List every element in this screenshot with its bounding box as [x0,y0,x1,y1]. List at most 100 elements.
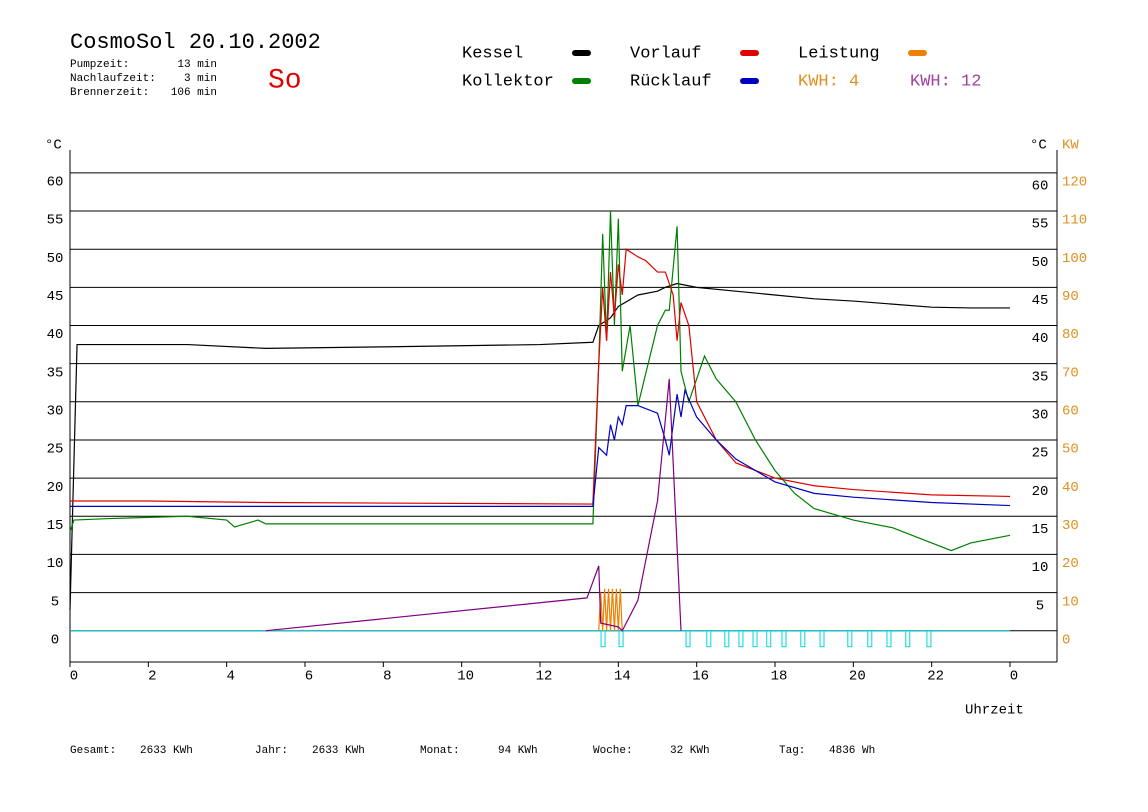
y-label: °C [45,138,62,154]
y-tick-label-right: 25 [1032,446,1049,462]
series-line [69,211,1011,552]
kwh-label: KWH: 12 [910,72,981,91]
x-tick-label: 20 [849,669,866,685]
y-tick-label: 20 [47,480,64,496]
kwh-label: KWH: 4 [798,72,859,91]
x-tick-label: 8 [383,669,391,685]
y2-tick-label: 70 [1062,365,1079,381]
series-line [69,282,1010,611]
y-tick-label: 60 [47,175,64,191]
footer-value: 94 KWh [498,745,538,757]
footer-value: 4836 Wh [829,745,875,757]
pump-pulse [618,630,624,648]
pump-pulse [706,630,712,648]
legend-label: Kollektor [462,72,554,91]
y-tick-label-right: 20 [1032,484,1049,500]
y-tick-label-right: 45 [1032,293,1049,309]
stat-value: 106 min [171,87,217,99]
y-tick-label: 30 [47,404,64,420]
pump-pulse [905,630,911,648]
pump-pulse [847,630,853,648]
y2-tick-label: 110 [1062,213,1087,229]
stat-value: 3 min [184,73,217,85]
pump-pulse [752,630,758,648]
x-tick-label: 0 [70,669,78,685]
y2-tick-label: 100 [1062,251,1087,267]
y-tick-label: 40 [47,327,64,343]
title: CosmoSol 20.10.2002 [70,30,321,55]
footer-label: Woche: [593,745,633,757]
pump-pulse [781,630,787,648]
y-tick-label: 25 [47,442,64,458]
y2-tick-label: 80 [1062,327,1079,343]
y-tick-label-right: 5 [1036,598,1044,614]
x-tick-label: 4 [226,669,234,685]
y-tick-label-right: 55 [1032,217,1049,233]
pump-pulse [600,630,606,648]
pump-pulse [926,630,932,648]
y-tick-label: 5 [51,594,59,610]
footer-label: Tag: [779,745,805,757]
x-tick-label: 14 [614,669,631,685]
y-tick-label-right: 60 [1032,179,1049,195]
y2-tick-label: 20 [1062,556,1079,572]
legend-label: Leistung [798,44,880,63]
footer-label: Jahr: [255,745,288,757]
pump-pulse [800,630,806,648]
y2-tick-label: 0 [1062,632,1070,648]
x-tick-label: 2 [148,669,156,685]
y2-tick-label: 120 [1062,175,1087,191]
pump-pulse [819,630,825,648]
y-tick-label-right: 10 [1032,560,1049,576]
pump-pulse [766,630,772,648]
y-tick-label: 0 [51,632,59,648]
y-tick-label: 35 [47,365,64,381]
y2-label: °C [1030,138,1047,154]
legend-label: Rücklauf [630,72,712,91]
y-tick-label: 55 [47,213,64,229]
y-tick-label: 50 [47,251,64,267]
y-tick-label-right: 35 [1032,369,1049,385]
x-tick-label: 0 [1010,669,1018,685]
stat-value: 13 min [177,59,217,71]
x-tick-label: 6 [305,669,313,685]
x-label: Uhrzeit [965,703,1024,719]
y2-tick-label: 50 [1062,442,1079,458]
stat-label: Pumpzeit: [70,59,129,71]
legend-label: Kessel [462,44,523,63]
x-tick-label: 16 [692,669,709,685]
footer-value: 2633 KWh [312,745,365,757]
y2-tick-label: 60 [1062,404,1079,420]
x-tick-label: 18 [771,669,788,685]
series-line [265,378,682,632]
x-tick-label: 12 [536,669,553,685]
x-tick-label: 22 [927,669,944,685]
pump-pulse [886,630,892,648]
y-tick-label-right: 50 [1032,255,1049,271]
y-tick-label-right: 15 [1032,522,1049,538]
pump-pulse [867,630,873,648]
series-line [598,588,623,631]
series-line [70,388,1011,507]
y2-tick-label: 90 [1062,289,1079,305]
y2-tick-label: 10 [1062,594,1079,610]
legend-label: Vorlauf [630,44,701,63]
footer-label: Monat: [420,745,460,757]
pump-pulse [738,630,744,648]
day: So [268,65,302,96]
y-tick-label: 10 [47,556,64,572]
footer-label: Gesamt: [70,745,116,757]
y-tick-label: 45 [47,289,64,305]
y2-tick-label: 40 [1062,480,1079,496]
y2-tick-label: 30 [1062,518,1079,534]
x-tick-label: 10 [457,669,474,685]
y-tick-label-right: 40 [1032,331,1049,347]
y-tick-label: 15 [47,518,64,534]
footer-value: 2633 KWh [140,745,193,757]
pump-pulse [724,630,730,648]
stat-label: Nachlaufzeit: [70,73,156,85]
pump-pulse [685,630,691,648]
y2-unit: KW [1062,138,1079,154]
y-tick-label-right: 30 [1032,408,1049,424]
